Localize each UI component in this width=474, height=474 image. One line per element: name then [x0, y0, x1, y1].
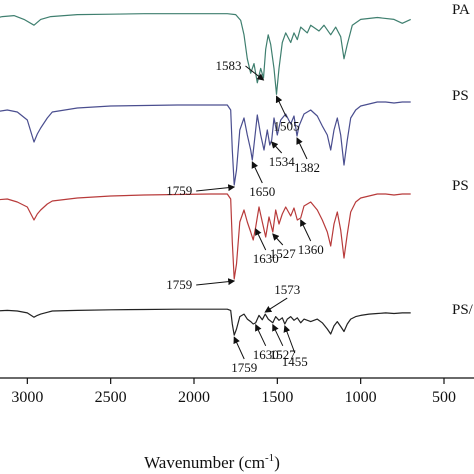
annotation-label-4: 1534: [269, 154, 296, 169]
annotation-arrow-0: [245, 65, 265, 81]
annotation-arrow-10: [233, 336, 245, 360]
x-tick-label-1: 3000: [11, 389, 43, 406]
annotation-arrow-1: [275, 95, 287, 118]
series-layer: PA PS PS PS/: [0, 2, 474, 336]
annotation-arrow-13: [272, 323, 284, 347]
annotation-label-8: 1527: [270, 246, 297, 261]
series-line-1: [0, 101, 411, 186]
annotation-label-9: 1360: [298, 242, 324, 257]
annotation-label-5: 1382: [294, 160, 320, 175]
annotation-label-1: 1505: [274, 118, 300, 133]
annotation-label-13: 1527: [270, 347, 297, 362]
series-line-0: [0, 13, 411, 95]
annotation-arrow-9: [300, 219, 312, 242]
series-label-1: PS: [452, 88, 469, 104]
annotation-arrow-2: [196, 184, 236, 192]
x-axis-label-main: Wavenumber (cm: [144, 453, 265, 472]
x-tick-label-6: 500: [432, 389, 456, 406]
series-line-3: [0, 308, 411, 336]
annotation-arrow-3: [251, 161, 263, 184]
series-line-2: [0, 193, 411, 280]
annotation-arrow-6: [196, 278, 236, 286]
series-label-3: PS/: [452, 302, 474, 318]
annotation-label-14: 1455: [282, 354, 308, 369]
x-axis-label: Wavenumber (cm-1): [144, 452, 280, 472]
annotation-label-3: 1650: [249, 184, 275, 199]
x-axis-label-superscript: -1: [265, 452, 274, 464]
x-tick-label-3: 2000: [178, 389, 210, 406]
x-tick-layer: 350030002500200015001000500: [11, 378, 456, 406]
x-tick-label-2: 2500: [95, 389, 127, 406]
annotation-label-6: 1759: [166, 277, 192, 292]
annotation-arrow-4: [271, 141, 283, 154]
annotation-arrow-7: [255, 228, 267, 251]
x-tick-label-5: 1000: [345, 389, 377, 406]
annotation-arrow-12: [264, 297, 288, 313]
annotation-label-12: 1573: [274, 282, 300, 297]
series-label-0: PA: [452, 2, 470, 18]
x-axis-label-close: ): [274, 453, 280, 472]
annotation-arrow-11: [255, 323, 267, 347]
annotation-label-11: 1630: [253, 347, 279, 362]
annotation-arrow-5: [296, 137, 308, 160]
annotation-label-2: 1759: [166, 183, 192, 198]
annotation-arrow-14: [283, 325, 296, 354]
x-tick-label-4: 1500: [261, 389, 293, 406]
series-label-2: PS: [452, 178, 469, 194]
annotation-label-0: 1583: [216, 58, 242, 73]
annotation-arrow-8: [272, 233, 284, 246]
annotation-label-10: 1759: [231, 360, 257, 375]
annotation-label-7: 1630: [253, 251, 279, 266]
